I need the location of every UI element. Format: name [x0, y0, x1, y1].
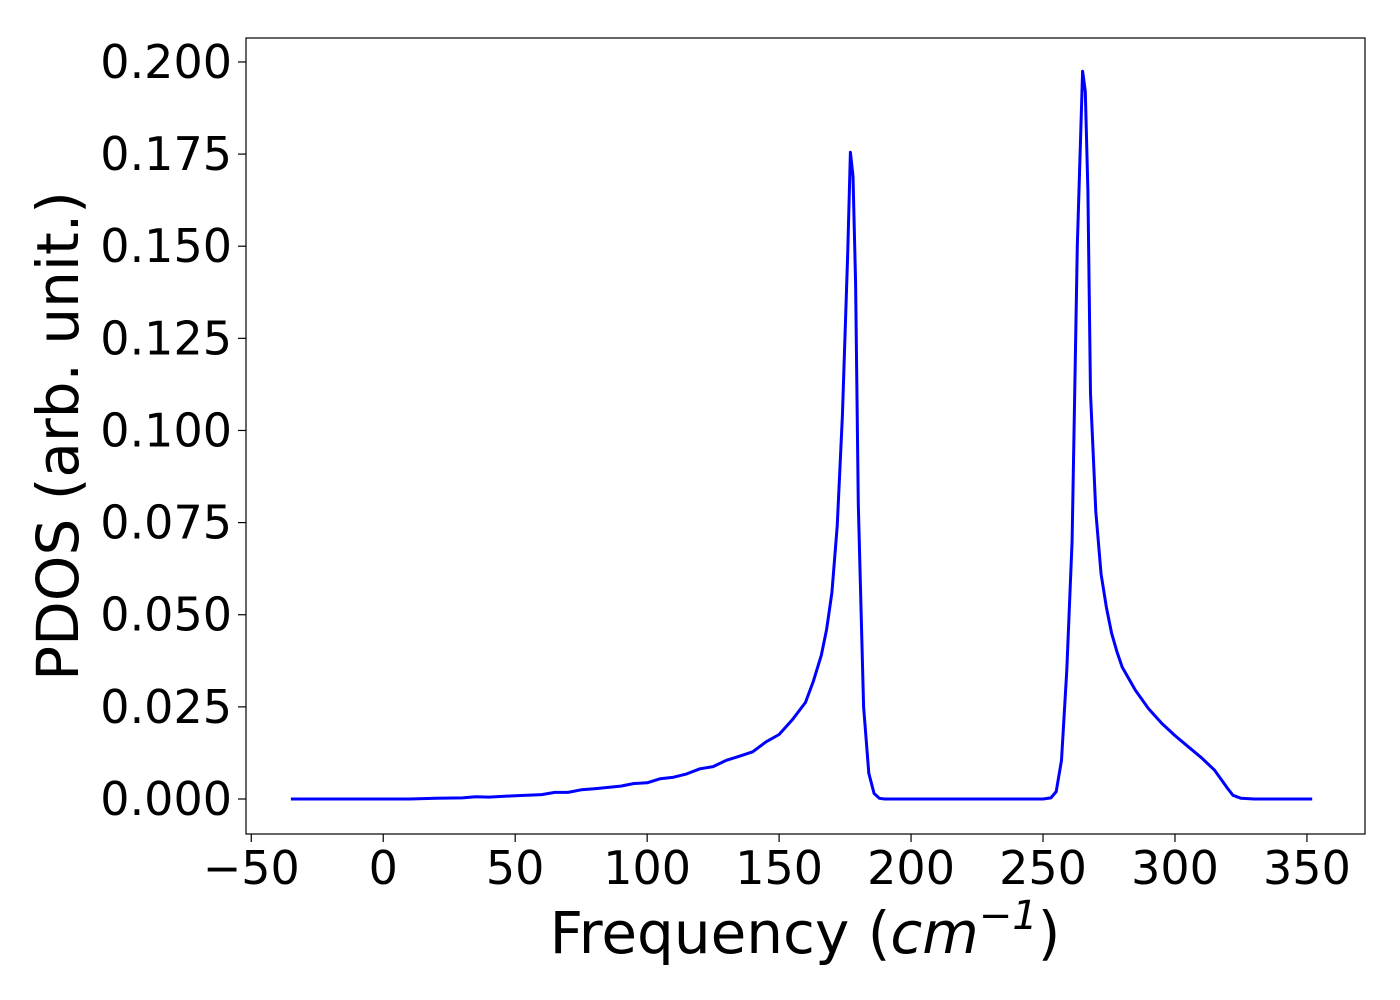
y-tick-label: 0.075: [100, 496, 232, 550]
x-tick-label: 100: [603, 841, 691, 895]
x-axis-title-text: Frequency: [550, 899, 850, 967]
y-axis-ticks: 0.000 0.025 0.050 0.075 0.100 0.125 0.150 0.175…: [100, 35, 246, 826]
x-tick-label: 300: [1131, 841, 1219, 895]
x-tick-label: 200: [867, 841, 955, 895]
y-tick-label: 0.050: [100, 588, 232, 642]
y-tick-label: 0.150: [100, 219, 232, 273]
y-tick-label: 0.125: [100, 311, 232, 365]
x-axis-ticks: −50 0 50 100 150 200 250 300 350: [203, 834, 1351, 895]
y-tick-label: 0.025: [100, 680, 232, 734]
series-layer: [290, 69, 1313, 801]
x-tick-label: 0: [369, 841, 398, 895]
x-tick-label: 150: [735, 841, 823, 895]
x-axis-unit-exponent: −1: [979, 893, 1038, 939]
pdos-series-line-0: [290, 69, 1313, 801]
y-tick-label: 0.100: [100, 403, 232, 457]
y-tick-label: 0.000: [100, 772, 232, 826]
x-axis-unit-base: cm: [890, 899, 978, 967]
y-tick-label: 0.200: [100, 35, 232, 89]
y-tick-label: 0.175: [100, 127, 232, 181]
x-tick-label: 250: [999, 841, 1087, 895]
x-tick-label: 350: [1263, 841, 1351, 895]
x-axis-title-open-paren: (: [849, 899, 890, 967]
y-axis-title: PDOS (arb. unit.): [24, 191, 92, 681]
x-tick-label: −50: [203, 841, 300, 895]
x-axis-title-close-paren: ): [1038, 899, 1061, 967]
plot-area-frame: [245, 37, 1366, 835]
x-tick-label: 50: [486, 841, 545, 895]
x-axis-title: Frequency (cm−1): [550, 893, 1061, 967]
